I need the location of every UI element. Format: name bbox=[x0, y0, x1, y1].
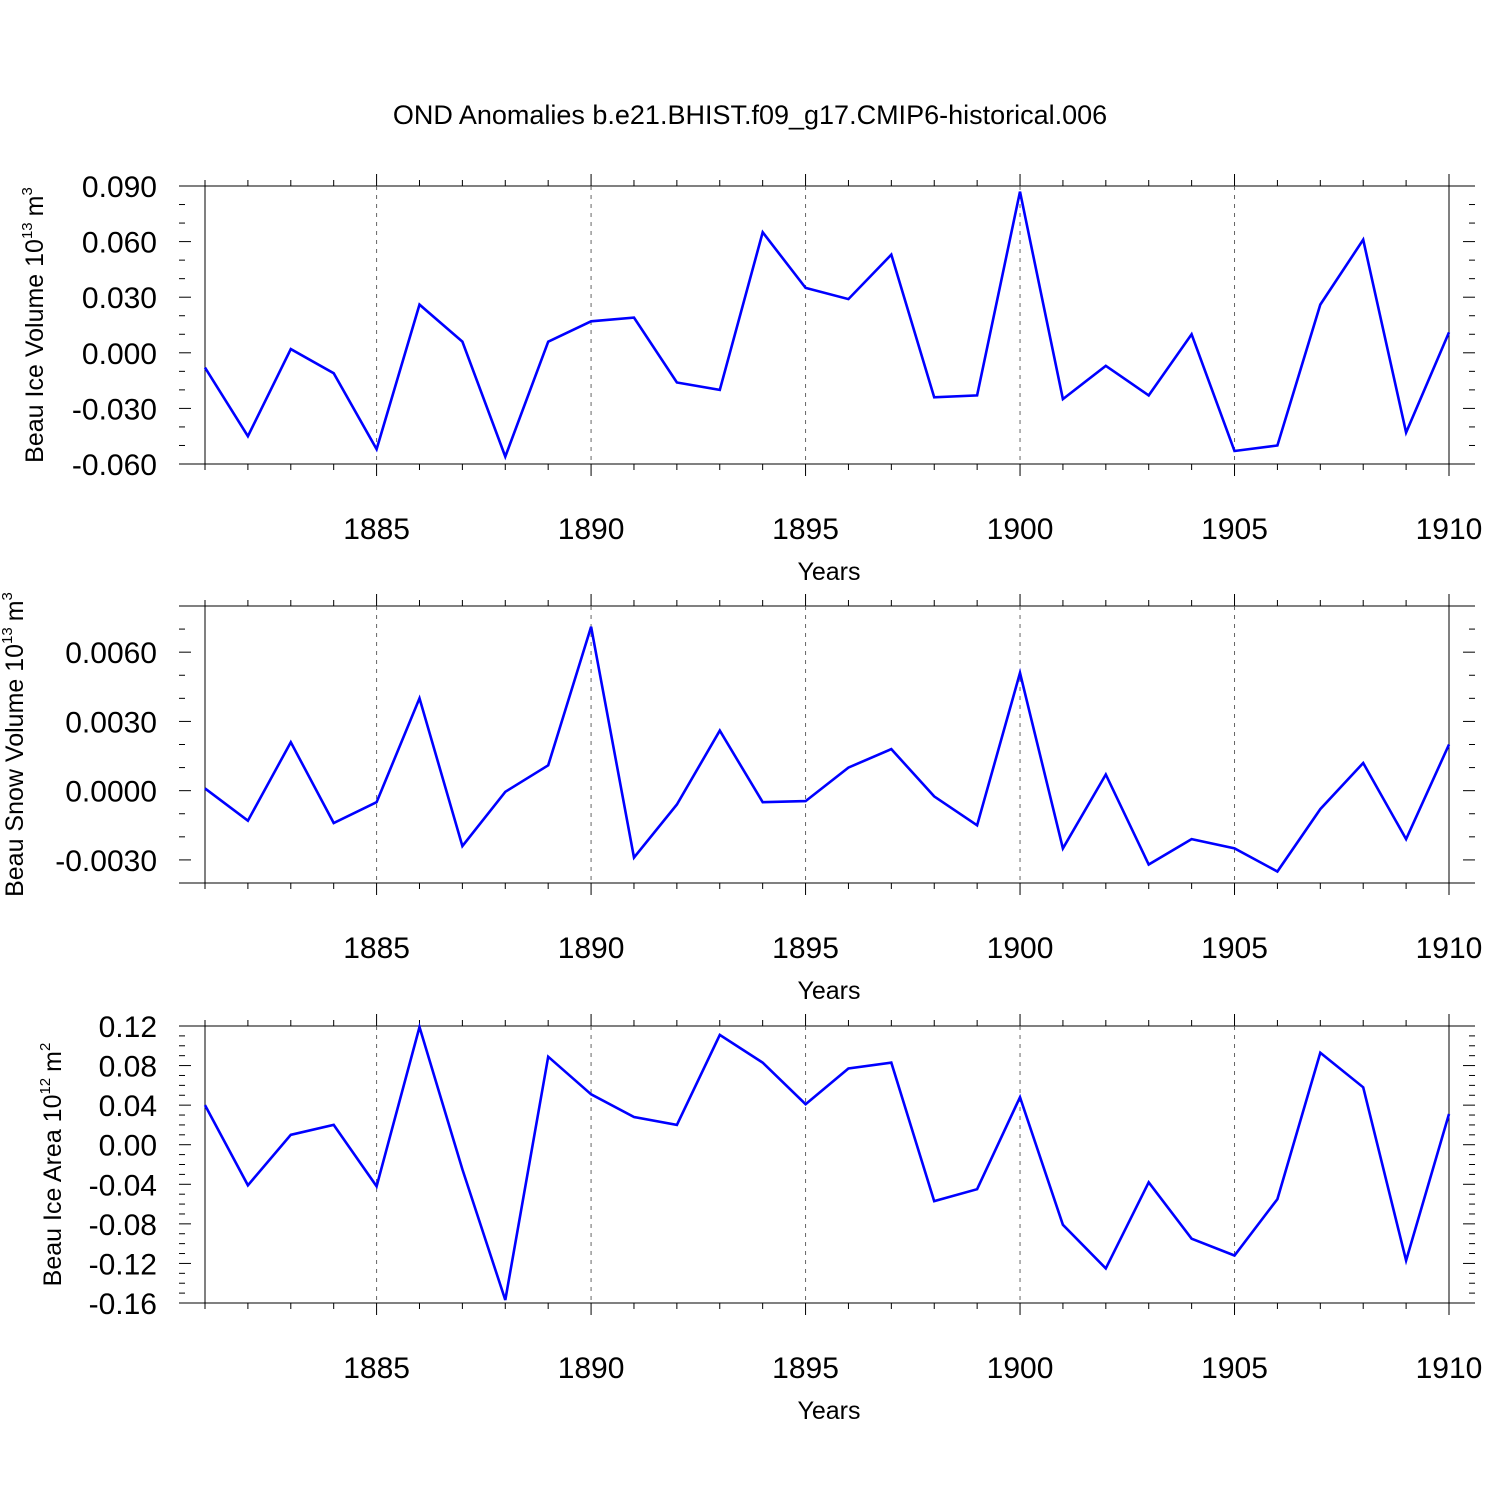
series-line bbox=[204, 626, 1451, 874]
x-tick-label: 1900 bbox=[987, 932, 1054, 965]
x-tick-label: 1895 bbox=[772, 932, 839, 965]
x-tick-label: 1905 bbox=[1201, 1352, 1268, 1385]
y-axis-label-text: Beau Snow Volume 10 bbox=[1, 644, 29, 897]
y-axis-label-unit: m bbox=[1, 600, 29, 621]
figure-title: OND Anomalies b.e21.BHIST.f09_g17.CMIP6-… bbox=[393, 100, 1107, 130]
x-tick-label: 1890 bbox=[558, 1352, 625, 1385]
y-tick-label: 0.0060 bbox=[65, 637, 157, 670]
series-line bbox=[203, 191, 1451, 461]
x-axis-label: Years bbox=[797, 1397, 860, 1425]
panel-ice-volume: -0.060 -0.030 0.000 0.030 0.060 0.090 1885 1890… bbox=[19, 171, 1482, 586]
y-tick-label: -0.16 bbox=[89, 1288, 157, 1321]
panel-snow-volume: -0.0030 0.0000 0.0030 0.0060 1885 1890 1895 190… bbox=[0, 592, 1482, 1005]
y-tick-label: 0.08 bbox=[99, 1051, 157, 1084]
x-tick-label: 1905 bbox=[1201, 513, 1268, 546]
y-axis-label: Beau Snow Volume 1013 m3 bbox=[0, 592, 29, 897]
y-tick-label: 0.04 bbox=[99, 1090, 157, 1123]
y-axis-label-unit-exponent: 3 bbox=[19, 187, 36, 195]
y-tick-label: -0.030 bbox=[72, 393, 157, 426]
panel-ice-area: -0.16 -0.12 -0.08 -0.04 0.00 0.04 0.08 0.12 1885… bbox=[37, 1011, 1482, 1425]
x-tick-label: 1895 bbox=[772, 1352, 839, 1385]
y-axis-label-text: Beau Ice Volume 10 bbox=[21, 239, 49, 463]
x-tick-label: 1890 bbox=[558, 932, 625, 965]
x-tick-label: 1890 bbox=[558, 513, 625, 546]
y-axis-label-unit-exponent: 2 bbox=[37, 1043, 54, 1051]
y-tick-label: -0.12 bbox=[89, 1248, 157, 1281]
y-tick-label: 0.090 bbox=[82, 171, 157, 204]
x-tick-label: 1900 bbox=[987, 1352, 1054, 1385]
y-axis-label-text: Beau Ice Area 10 bbox=[39, 1095, 67, 1287]
y-tick-label: -0.0030 bbox=[55, 845, 157, 878]
x-tick-label: 1910 bbox=[1416, 1352, 1483, 1385]
x-tick-label: 1900 bbox=[987, 513, 1054, 546]
y-axis-label: Beau Ice Volume 1013 m3 bbox=[19, 187, 49, 463]
y-tick-label: 0.030 bbox=[82, 282, 157, 315]
series-line bbox=[203, 1022, 1451, 1301]
y-tick-label: 0.000 bbox=[82, 338, 157, 371]
x-axis-label: Years bbox=[797, 977, 860, 1005]
y-axis-label-exponent: 13 bbox=[19, 222, 36, 239]
y-tick-label: -0.060 bbox=[72, 449, 157, 482]
y-tick-label: 0.00 bbox=[99, 1130, 157, 1163]
y-axis-label-unit: m bbox=[39, 1051, 67, 1072]
y-axis-label-exponent: 12 bbox=[37, 1078, 54, 1095]
x-tick-label: 1885 bbox=[343, 932, 410, 965]
y-tick-label: -0.08 bbox=[89, 1209, 157, 1242]
x-tick-label: 1910 bbox=[1416, 932, 1483, 965]
x-tick-label: 1895 bbox=[772, 513, 839, 546]
x-axis-label: Years bbox=[797, 558, 860, 586]
y-axis-label: Beau Ice Area 1012 m2 bbox=[37, 1043, 67, 1287]
y-axis-label-unit: m bbox=[21, 196, 49, 217]
x-tick-label: 1885 bbox=[343, 1352, 410, 1385]
y-tick-label: 0.0000 bbox=[65, 776, 157, 809]
y-axis-label-exponent: 13 bbox=[0, 627, 16, 644]
x-tick-label: 1885 bbox=[343, 513, 410, 546]
y-axis-label-unit-exponent: 3 bbox=[0, 592, 16, 600]
y-tick-label: 0.12 bbox=[99, 1011, 157, 1044]
x-tick-label: 1910 bbox=[1416, 513, 1483, 546]
x-tick-label: 1905 bbox=[1201, 932, 1268, 965]
y-tick-label: 0.060 bbox=[82, 227, 157, 260]
y-tick-label: -0.04 bbox=[89, 1169, 157, 1202]
y-tick-label: 0.0030 bbox=[65, 706, 157, 739]
